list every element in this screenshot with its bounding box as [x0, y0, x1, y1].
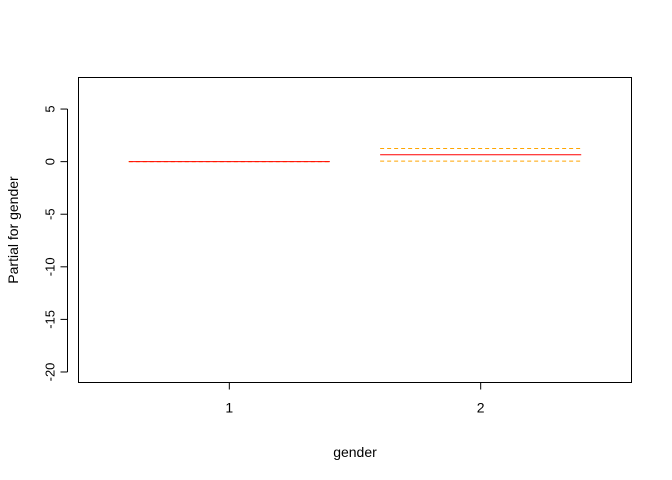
y-axis: 5 0 -5 -10 -15 -20 [43, 105, 68, 381]
x-tick-label: 2 [477, 400, 485, 416]
y-tick-label: -15 [43, 310, 58, 329]
plot-marks [128, 147, 582, 163]
y-tick-label: -5 [43, 208, 58, 220]
y-tick-label: -20 [43, 363, 58, 382]
y-axis-title: Partial for gender [5, 176, 21, 284]
y-tick-label: 0 [43, 158, 58, 165]
x-tick-label: 1 [225, 400, 233, 416]
y-tick-label: 5 [43, 105, 58, 112]
plot-frame [78, 77, 632, 383]
y-tick-label: -10 [43, 257, 58, 276]
x-axis-title: gender [333, 444, 377, 460]
